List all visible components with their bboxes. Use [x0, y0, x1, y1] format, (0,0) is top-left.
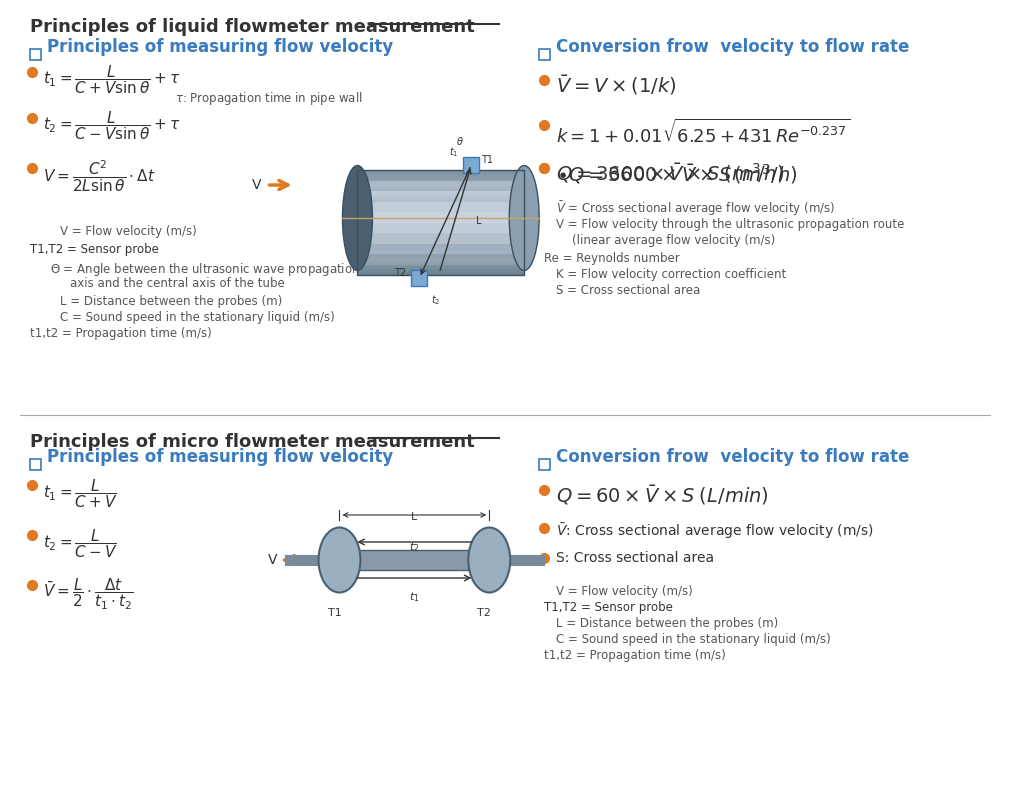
Text: V: V	[252, 178, 261, 192]
Text: V = Flow velocity through the ultrasonic propagation route: V = Flow velocity through the ultrasonic…	[556, 218, 905, 231]
Text: Conversion frow  velocity to flow rate: Conversion frow velocity to flow rate	[556, 448, 910, 466]
Polygon shape	[358, 233, 525, 244]
Text: $\bullet Q=3600\times\bar{V}\times S\,(m^3/h)$: $\bullet Q=3600\times\bar{V}\times S\,(m…	[556, 162, 798, 186]
Polygon shape	[358, 191, 525, 201]
Bar	[463, 157, 479, 173]
Text: Principles of micro flowmeter measurement: Principles of micro flowmeter measuremen…	[30, 433, 475, 451]
Text: axis and the central axis of the tube: axis and the central axis of the tube	[70, 277, 285, 290]
Ellipse shape	[510, 166, 539, 271]
Text: $\theta$: $\theta$	[456, 135, 464, 147]
Text: T1,T2 = Sensor probe: T1,T2 = Sensor probe	[544, 601, 673, 614]
Bar	[30, 49, 40, 60]
Text: K = Flow velocity correction coefficient: K = Flow velocity correction coefficient	[556, 268, 787, 281]
Bar	[411, 270, 428, 286]
Text: C = Sound speed in the stationary liquid (m/s): C = Sound speed in the stationary liquid…	[556, 633, 831, 646]
Bar	[539, 459, 550, 470]
Text: $t_2= \dfrac{L}{C-V}$: $t_2= \dfrac{L}{C-V}$	[42, 527, 117, 560]
Polygon shape	[358, 170, 525, 181]
Text: C = Sound speed in the stationary liquid (m/s): C = Sound speed in the stationary liquid…	[60, 311, 335, 324]
Text: $t_1 = \dfrac{L}{C+V\sin\theta} + \tau$: $t_1 = \dfrac{L}{C+V\sin\theta} + \tau$	[42, 63, 180, 96]
Text: $\bar{V}= \dfrac{L}{2} \cdot \dfrac{\Delta t}{t_1 \cdot t_2}$: $\bar{V}= \dfrac{L}{2} \cdot \dfrac{\Del…	[42, 577, 133, 612]
Text: $t_1$: $t_1$	[409, 590, 420, 604]
Text: L = Distance between the probes (m): L = Distance between the probes (m)	[60, 295, 282, 308]
Text: L: L	[476, 217, 482, 227]
Text: (linear average flow velocity (m/s): (linear average flow velocity (m/s)	[572, 234, 775, 247]
Text: $t_2$: $t_2$	[432, 293, 441, 306]
Text: V = Flow velocity (m/s): V = Flow velocity (m/s)	[60, 225, 197, 238]
Polygon shape	[340, 550, 489, 570]
Text: V: V	[268, 553, 277, 567]
Polygon shape	[358, 212, 525, 223]
Polygon shape	[358, 264, 525, 275]
Text: T2: T2	[477, 607, 491, 618]
Polygon shape	[358, 244, 525, 254]
Polygon shape	[358, 181, 525, 191]
Text: t1,t2 = Propagation time (m/s): t1,t2 = Propagation time (m/s)	[544, 649, 726, 662]
Ellipse shape	[318, 528, 361, 592]
Text: Principles of measuring flow velocity: Principles of measuring flow velocity	[47, 448, 393, 466]
Text: $\tau$: Propagation time in pipe wall: $\tau$: Propagation time in pipe wall	[175, 90, 362, 107]
Text: $t_2 = \dfrac{L}{C-V\sin\theta} + \tau$: $t_2 = \dfrac{L}{C-V\sin\theta} + \tau$	[42, 109, 180, 142]
Bar	[30, 459, 40, 470]
Text: T2: T2	[394, 268, 406, 278]
Polygon shape	[358, 254, 525, 264]
Text: S = Cross sectional area: S = Cross sectional area	[556, 284, 701, 297]
Text: Conversion frow  velocity to flow rate: Conversion frow velocity to flow rate	[556, 38, 910, 56]
Text: T1,T2 = Sensor probe: T1,T2 = Sensor probe	[30, 243, 159, 256]
Text: T1: T1	[328, 607, 342, 618]
Text: t1,t2 = Propagation time (m/s): t1,t2 = Propagation time (m/s)	[30, 327, 211, 340]
Text: Principles of liquid flowmeter measurement: Principles of liquid flowmeter measureme…	[30, 18, 475, 36]
Text: V = Flow velocity (m/s): V = Flow velocity (m/s)	[556, 585, 693, 598]
Text: $\Theta$ = Angle between the ultrasonic wave propagation: $\Theta$ = Angle between the ultrasonic …	[50, 261, 360, 278]
Ellipse shape	[468, 528, 511, 592]
Text: $V = \dfrac{C^2}{2L\sin\theta} \cdot \Delta t$: $V = \dfrac{C^2}{2L\sin\theta} \cdot \De…	[42, 159, 156, 194]
Text: $Q=60\times\bar{V}\times S\;(L/min)$: $Q=60\times\bar{V}\times S\;(L/min)$	[556, 483, 769, 507]
Text: $\bar{V}$: Cross sectional average flow velocity (m/s): $\bar{V}$: Cross sectional average flow …	[556, 521, 875, 540]
Polygon shape	[358, 170, 525, 275]
Text: Principles of measuring flow velocity: Principles of measuring flow velocity	[47, 38, 393, 56]
Text: S: Cross sectional area: S: Cross sectional area	[556, 551, 715, 565]
Text: $\bar{V}=V\times(1/k)$: $\bar{V}=V\times(1/k)$	[556, 73, 676, 97]
Text: T1: T1	[481, 155, 493, 165]
Bar	[539, 49, 550, 60]
Text: $Q=3600\times\bar{V}\times S\;(m^3\!/h)$: $Q=3600\times\bar{V}\times S\;(m^3\!/h)$	[556, 161, 785, 185]
Ellipse shape	[343, 166, 372, 271]
Text: Re = Reynolds number: Re = Reynolds number	[544, 252, 680, 265]
Text: $t_1$: $t_1$	[449, 145, 459, 158]
Text: L = Distance between the probes (m): L = Distance between the probes (m)	[556, 617, 778, 630]
Text: $t_1= \dfrac{L}{C+V}$: $t_1= \dfrac{L}{C+V}$	[42, 477, 117, 509]
Text: L: L	[411, 512, 418, 522]
Text: $\bar{V}$ = Cross sectional average flow velocity (m/s): $\bar{V}$ = Cross sectional average flow…	[556, 200, 835, 218]
Polygon shape	[358, 223, 525, 233]
Polygon shape	[358, 201, 525, 212]
Text: $k=1+0.01\sqrt{6.25+431\,Re^{-0.237}}$: $k=1+0.01\sqrt{6.25+431\,Re^{-0.237}}$	[556, 118, 850, 146]
Text: $t_2$: $t_2$	[409, 540, 420, 554]
